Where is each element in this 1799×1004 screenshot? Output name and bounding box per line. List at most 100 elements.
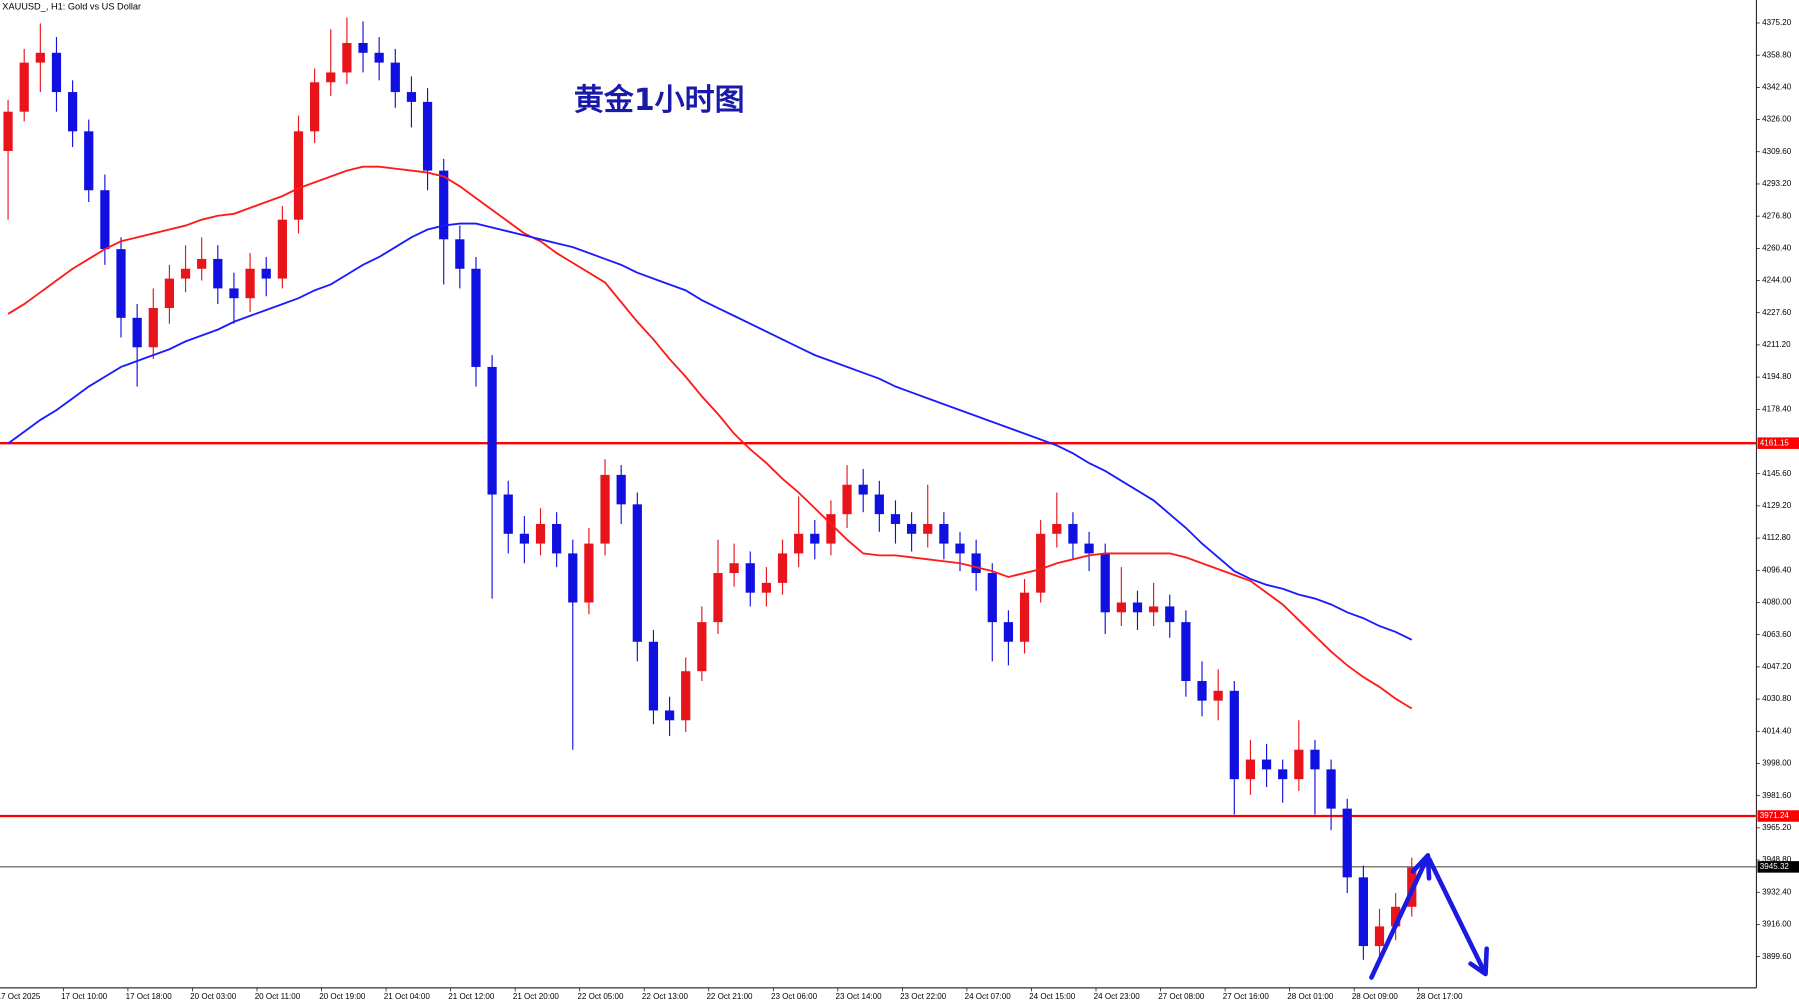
x-tick-label: 23 Oct 22:00 bbox=[900, 992, 947, 1001]
x-tick-label: 21 Oct 12:00 bbox=[448, 992, 495, 1001]
candle-body bbox=[826, 514, 836, 544]
candle-body bbox=[67, 92, 78, 132]
candle-body bbox=[519, 533, 529, 544]
candle-body bbox=[874, 494, 884, 515]
candle-body bbox=[406, 92, 417, 102]
candle-body bbox=[293, 131, 304, 220]
candle-body bbox=[584, 543, 594, 603]
candle-body bbox=[729, 563, 739, 574]
candle-body bbox=[487, 366, 497, 495]
candle-body bbox=[100, 190, 110, 250]
price-level-label: 4161.15 bbox=[1760, 438, 1790, 447]
candle-body bbox=[890, 514, 901, 524]
y-tick-label: 4096.40 bbox=[1762, 565, 1792, 574]
y-tick-label: 4047.20 bbox=[1762, 662, 1792, 671]
candle-body bbox=[552, 523, 562, 554]
y-tick-label: 4129.20 bbox=[1762, 501, 1792, 510]
candle-body bbox=[1342, 808, 1352, 878]
candle-body bbox=[1310, 749, 1320, 770]
candle-body bbox=[358, 42, 368, 53]
x-tick-label: 17 Oct 10:00 bbox=[61, 992, 108, 1001]
x-tick-label: 28 Oct 09:00 bbox=[1352, 992, 1399, 1001]
x-tick-label: 22 Oct 05:00 bbox=[577, 992, 624, 1001]
y-tick-label: 4227.60 bbox=[1762, 308, 1792, 317]
candle-body bbox=[213, 258, 223, 289]
candle-body bbox=[374, 52, 384, 63]
candle-body bbox=[1358, 877, 1368, 947]
x-tick-label: 24 Oct 23:00 bbox=[1094, 992, 1141, 1001]
y-tick-label: 4014.40 bbox=[1762, 726, 1792, 735]
candle-body bbox=[745, 563, 755, 593]
candle-body bbox=[390, 62, 400, 93]
candle-body bbox=[713, 573, 723, 623]
plot-area: 4375.20 4358.80 4342.40 4326.00 4309.60 4293.… bbox=[0, 17, 1799, 1001]
candle-body bbox=[84, 131, 94, 191]
x-tick-label: 21 Oct 04:00 bbox=[384, 992, 431, 1001]
candle-body bbox=[51, 52, 62, 93]
candle-body bbox=[1229, 690, 1239, 780]
candle-body bbox=[1278, 769, 1288, 780]
candle-body bbox=[1149, 606, 1159, 613]
y-tick-label: 4178.40 bbox=[1762, 404, 1792, 413]
candle-body bbox=[858, 484, 868, 495]
x-tick-label: 22 Oct 21:00 bbox=[706, 992, 753, 1001]
candle-body bbox=[697, 622, 707, 672]
y-tick-label: 4244.00 bbox=[1762, 276, 1792, 285]
arrow-down-shaft bbox=[1426, 856, 1487, 975]
y-tick-label: 4342.40 bbox=[1762, 82, 1792, 91]
x-tick-label: 20 Oct 19:00 bbox=[319, 992, 366, 1001]
y-tick-label: 4293.20 bbox=[1762, 179, 1792, 188]
candle-body bbox=[923, 523, 933, 534]
x-tick-label: 22 Oct 13:00 bbox=[642, 992, 689, 1001]
candle-body bbox=[229, 288, 239, 299]
candle-body bbox=[535, 523, 546, 544]
y-tick-label: 4326.00 bbox=[1762, 115, 1792, 124]
candle-body bbox=[616, 474, 626, 505]
y-tick-label: 4080.00 bbox=[1762, 598, 1792, 607]
candle-body bbox=[277, 219, 287, 279]
x-tick-label: 23 Oct 14:00 bbox=[836, 992, 883, 1001]
x-tick-label: 24 Oct 15:00 bbox=[1029, 992, 1076, 1001]
candle-body bbox=[1213, 690, 1223, 701]
candle-body bbox=[116, 249, 126, 318]
candle-body bbox=[19, 62, 29, 112]
price-level-label: 3971.24 bbox=[1760, 811, 1790, 820]
last-price-tag bbox=[1757, 861, 1799, 873]
candle-body bbox=[35, 52, 45, 63]
x-tick-label: 23 Oct 06:00 bbox=[771, 992, 818, 1001]
candle-body bbox=[422, 101, 433, 171]
candle-body bbox=[197, 258, 207, 269]
candle-body bbox=[1326, 769, 1336, 809]
y-tick-label: 4309.60 bbox=[1762, 147, 1792, 156]
chart-annotation: 黄金1小时图 bbox=[574, 83, 745, 118]
y-tick-label: 3981.60 bbox=[1762, 791, 1792, 800]
candle-body bbox=[1294, 749, 1304, 780]
candle-body bbox=[1181, 622, 1191, 682]
candle-body bbox=[1019, 592, 1030, 642]
candle-body bbox=[777, 553, 788, 583]
arrow-up-shaft bbox=[1369, 856, 1430, 980]
candle-body bbox=[439, 170, 449, 240]
x-tick-label: 28 Oct 01:00 bbox=[1287, 992, 1334, 1001]
candle-body bbox=[326, 72, 336, 83]
candle-body bbox=[842, 484, 852, 515]
price-level-tag bbox=[1757, 810, 1799, 822]
candle-body bbox=[1261, 759, 1272, 770]
candle-body bbox=[1132, 602, 1143, 613]
candle-body bbox=[1036, 533, 1046, 593]
x-tick-label: 28 Oct 17:00 bbox=[1416, 992, 1463, 1001]
candle-body bbox=[1003, 622, 1014, 642]
candle-body bbox=[3, 111, 13, 151]
arrow-down-head bbox=[1468, 946, 1489, 977]
y-tick-label: 4194.80 bbox=[1762, 372, 1792, 381]
candle-body bbox=[1068, 523, 1078, 544]
candle-body bbox=[1165, 606, 1175, 623]
y-tick-label: 3998.00 bbox=[1762, 759, 1792, 768]
last-price-label: 3945.32 bbox=[1760, 862, 1790, 871]
y-tick-label: 4375.20 bbox=[1762, 18, 1792, 27]
candle-body bbox=[810, 533, 820, 544]
x-tick-label: 27 Oct 08:00 bbox=[1158, 992, 1205, 1001]
x-tick-label: 27 Oct 16:00 bbox=[1223, 992, 1270, 1001]
candle-body bbox=[987, 573, 997, 623]
candle-body bbox=[180, 268, 191, 279]
